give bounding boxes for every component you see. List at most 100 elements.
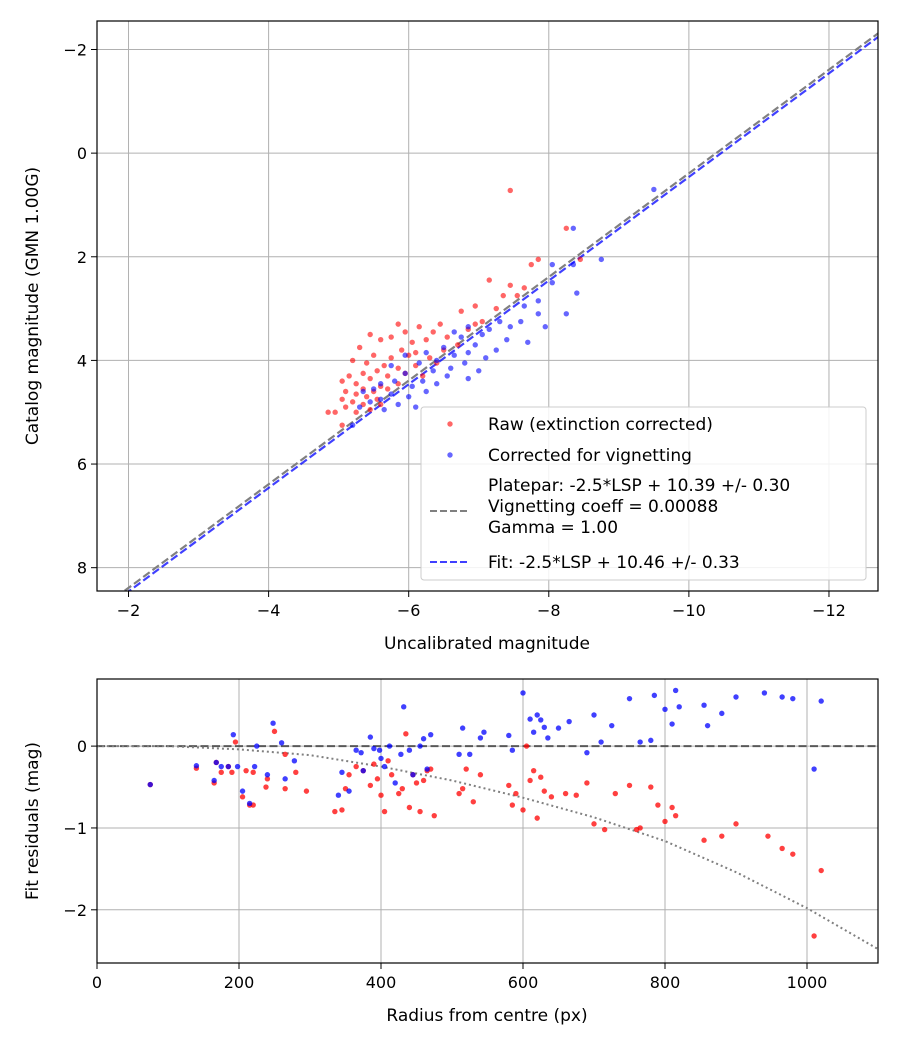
- top-raw-point: [325, 409, 331, 415]
- top-raw-point: [349, 399, 356, 405]
- bottom-x-tick-label: 600: [508, 973, 539, 992]
- bottom-raw-point: [818, 867, 824, 874]
- bottom-corrected-point: [335, 792, 342, 798]
- bottom-corrected-point: [282, 776, 288, 782]
- top-corrected-point: [549, 261, 555, 268]
- bottom-corrected-point: [225, 763, 232, 770]
- top-corrected-point: [388, 391, 394, 397]
- bottom-corrected-point: [456, 751, 462, 757]
- top-x-tick-label: −4: [257, 601, 281, 620]
- legend-label-platepar-line: Platepar: -2.5*LSP + 10.39 +/- 0.30: [488, 476, 790, 496]
- top-corrected-point: [377, 396, 384, 402]
- top-corrected-point: [430, 368, 436, 374]
- top-corrected-point: [434, 381, 440, 387]
- bottom-raw-point: [371, 761, 377, 767]
- top-grid: [97, 21, 878, 591]
- bottom-raw-point: [601, 826, 608, 833]
- bottom-x-tick-label: 0: [92, 973, 102, 992]
- bottom-raw-point: [527, 777, 533, 784]
- top-corrected-point: [525, 339, 531, 345]
- bottom-corrected-point: [264, 772, 271, 778]
- bottom-corrected-point: [672, 687, 679, 694]
- top-raw-point: [472, 321, 478, 327]
- bottom-x-tick-label: 1000: [787, 973, 828, 992]
- bottom-chart-panel: 0 200 400 600 800 1000 0 −1 −2 Radius from centr…: [23, 678, 879, 1026]
- top-corrected-point: [542, 324, 548, 330]
- top-raw-point: [521, 285, 527, 291]
- top-corrected-point: [434, 357, 440, 364]
- bottom-raw-point: [591, 821, 597, 827]
- bottom-raw-point: [477, 772, 484, 778]
- bottom-corrected-point: [376, 747, 383, 753]
- top-raw-point: [416, 324, 422, 330]
- bottom-corrected-point: [609, 722, 615, 729]
- top-corrected-point: [391, 378, 398, 384]
- bottom-raw-point: [218, 769, 224, 776]
- bottom-corrected-point: [555, 725, 562, 731]
- top-corrected-point: [486, 326, 492, 333]
- top-raw-point: [430, 329, 436, 335]
- legend-marker-raw: [447, 421, 453, 427]
- bottom-raw-point: [626, 782, 633, 789]
- bottom-raw-point: [513, 790, 519, 797]
- top-corrected-point: [465, 349, 471, 356]
- bottom-raw-point: [388, 772, 395, 778]
- top-series-layer: [122, 32, 878, 591]
- bottom-raw-point: [811, 933, 817, 939]
- top-corrected-point: [507, 324, 513, 330]
- bottom-corrected-point: [239, 788, 246, 794]
- bottom-raw-point: [538, 774, 544, 780]
- bottom-corrected-point: [545, 735, 551, 741]
- bottom-corrected-point: [211, 777, 217, 784]
- bottom-corrected-point: [147, 781, 153, 788]
- bottom-corrected-point: [534, 712, 540, 718]
- bottom-raw-point: [403, 731, 409, 737]
- top-corrected-point: [413, 404, 419, 410]
- bottom-corrected-point: [704, 722, 711, 729]
- bottom-raw-point: [669, 804, 675, 811]
- top-corrected-point: [423, 388, 429, 395]
- top-corrected-point: [377, 381, 384, 387]
- bottom-corrected-point: [234, 763, 241, 770]
- top-corrected-point: [444, 373, 450, 379]
- top-raw-point: [472, 303, 478, 309]
- bottom-raw-point: [232, 739, 239, 745]
- bottom-corrected-point: [392, 780, 398, 786]
- top-corrected-point: [356, 404, 363, 410]
- top-x-tick-label: −2: [117, 601, 141, 620]
- top-raw-point: [346, 373, 352, 379]
- top-corrected-point: [472, 342, 478, 348]
- top-raw-point: [353, 391, 359, 397]
- bottom-raw-point: [541, 788, 547, 794]
- bottom-raw-point: [655, 802, 661, 808]
- bottom-raw-point: [470, 799, 476, 805]
- bottom-raw-point: [293, 769, 299, 776]
- bottom-raw-point: [378, 792, 384, 798]
- top-raw-point: [507, 282, 513, 288]
- top-corrected-point: [367, 399, 373, 405]
- bottom-raw-point: [406, 804, 413, 811]
- top-raw-point: [413, 349, 419, 356]
- top-raw-point: [500, 292, 506, 299]
- bottom-corrected-point: [420, 736, 427, 742]
- top-corrected-point: [535, 298, 541, 304]
- top-raw-point: [353, 409, 359, 415]
- bottom-raw-point: [530, 767, 537, 774]
- bottom-corrected-point: [381, 763, 388, 770]
- top-corrected-point: [479, 331, 485, 338]
- bottom-raw-point: [385, 758, 391, 764]
- top-corrected-point: [570, 225, 577, 231]
- bottom-raw-point: [765, 833, 771, 839]
- bottom-raw-point: [229, 769, 235, 776]
- top-corrected-point: [651, 186, 657, 193]
- legend: Raw (extinction corrected) Corrected for…: [420, 406, 867, 581]
- bottom-corrected-point: [251, 763, 258, 770]
- bottom-corrected-point: [818, 698, 824, 704]
- bottom-corrected-point: [193, 763, 200, 769]
- top-x-tick-label: −12: [812, 601, 846, 620]
- top-raw-point: [409, 339, 415, 345]
- bottom-corrected-point: [213, 759, 219, 766]
- top-chart-panel: −2 −4 −6 −8 −10 −12 −2 0 2 4 6 8 Uncalibrated magni…: [23, 20, 879, 654]
- bottom-series-layer: [97, 687, 878, 950]
